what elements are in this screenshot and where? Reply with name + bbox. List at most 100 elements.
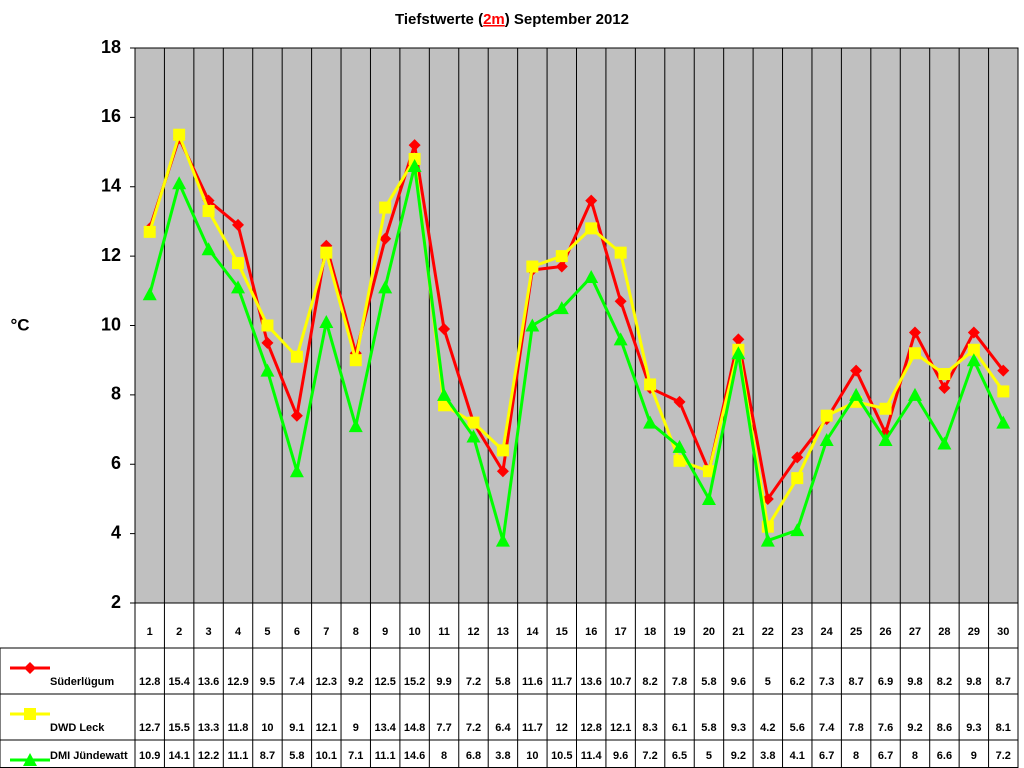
- x-tick-label: 28: [938, 626, 950, 638]
- marker: [467, 416, 480, 429]
- legend-label: DWD Leck: [50, 722, 105, 734]
- marker: [437, 387, 452, 401]
- table-value: 10.7: [610, 676, 631, 688]
- marker: [997, 385, 1010, 398]
- table-value: 7.2: [642, 750, 657, 762]
- table-value: 7.2: [466, 676, 481, 688]
- table-value: 10.9: [139, 750, 160, 762]
- marker: [790, 523, 805, 537]
- table-value: 9.8: [966, 676, 981, 688]
- marker: [967, 343, 980, 356]
- marker: [791, 451, 804, 464]
- table-value: 8.1: [996, 722, 1011, 734]
- table-value: 11.1: [375, 750, 396, 762]
- x-tick-label: 18: [644, 626, 656, 638]
- title-part: ) September 2012: [505, 11, 629, 28]
- x-tick-label: 16: [585, 626, 597, 638]
- marker: [348, 419, 363, 433]
- marker: [849, 387, 864, 401]
- table-value: 11.4: [581, 750, 603, 762]
- marker: [731, 346, 746, 360]
- table-value: 12: [556, 722, 568, 734]
- marker: [673, 395, 686, 408]
- x-tick-label: 6: [294, 626, 300, 638]
- marker: [349, 354, 362, 367]
- x-tick-label: 21: [732, 626, 744, 638]
- x-tick-label: 1: [147, 626, 153, 638]
- x-tick-label: 11: [438, 626, 450, 638]
- table-value: 13.6: [198, 676, 219, 688]
- marker: [850, 364, 863, 377]
- table-value: 5.6: [790, 722, 805, 734]
- table-value: 10.1: [316, 750, 337, 762]
- table-value: 8: [441, 750, 447, 762]
- marker: [466, 429, 481, 443]
- x-tick-label: 25: [850, 626, 862, 638]
- marker: [555, 250, 568, 263]
- table-value: 4.1: [790, 750, 805, 762]
- marker: [201, 242, 216, 256]
- table-value: 11.7: [551, 676, 572, 688]
- table-value: 6.5: [672, 750, 687, 762]
- table-value: 7.3: [819, 676, 834, 688]
- marker: [496, 465, 509, 478]
- title-part: Tiefstwerte (: [395, 11, 483, 28]
- marker: [878, 432, 893, 446]
- table-value: 15.4: [168, 676, 190, 688]
- marker: [938, 381, 951, 394]
- table-value: 8: [853, 750, 859, 762]
- chart-title: Tiefstwerte (2m) September 2012: [395, 11, 629, 28]
- marker: [320, 246, 333, 259]
- table-value: 5.8: [289, 750, 304, 762]
- table-value: 4.2: [760, 722, 775, 734]
- x-tick-label: 22: [762, 626, 774, 638]
- marker: [760, 533, 775, 547]
- series-line: [148, 134, 1005, 503]
- table-value: 12.7: [139, 722, 160, 734]
- table-value: 8.7: [848, 676, 863, 688]
- table-value: 12.8: [581, 722, 602, 734]
- x-tick-label: 9: [382, 626, 388, 638]
- y-tick-label: 18: [101, 37, 121, 57]
- x-tick-label: 24: [821, 626, 834, 638]
- marker: [378, 280, 393, 294]
- table-value: 6.4: [495, 722, 511, 734]
- marker: [701, 491, 716, 505]
- marker: [791, 472, 804, 485]
- table-value: 12.3: [316, 676, 337, 688]
- table-value: 6.1: [672, 722, 687, 734]
- x-tick-label: 19: [673, 626, 685, 638]
- table-value: 11.1: [228, 750, 249, 762]
- title-highlight: 2m: [483, 11, 505, 28]
- table-value: 6.2: [790, 676, 805, 688]
- marker: [643, 415, 658, 429]
- y-tick-label: 16: [101, 106, 121, 126]
- marker: [232, 257, 245, 270]
- marker: [319, 315, 334, 329]
- marker: [261, 319, 274, 332]
- table-value: 8.6: [937, 722, 952, 734]
- x-tick-label: 27: [909, 626, 921, 638]
- marker: [408, 139, 421, 152]
- marker: [819, 432, 834, 446]
- marker: [555, 260, 568, 273]
- table-value: 6.8: [466, 750, 481, 762]
- marker: [496, 444, 509, 457]
- table-value: 13.3: [198, 722, 219, 734]
- marker: [967, 326, 980, 339]
- marker: [379, 201, 392, 214]
- table-value: 10.5: [551, 750, 572, 762]
- marker: [702, 465, 715, 478]
- table-value: 15.5: [168, 722, 189, 734]
- marker: [143, 225, 156, 238]
- marker: [525, 318, 540, 332]
- table-value: 8.2: [642, 676, 657, 688]
- table-value: 6.9: [878, 676, 893, 688]
- legend-label: Süderlügum: [50, 676, 114, 688]
- marker: [23, 753, 37, 766]
- legend-label: DMI Jündewatt: [50, 750, 128, 762]
- table-value: 14.1: [168, 750, 189, 762]
- table-value: 12.1: [610, 722, 631, 734]
- marker: [24, 708, 36, 720]
- y-tick-label: 4: [111, 522, 121, 542]
